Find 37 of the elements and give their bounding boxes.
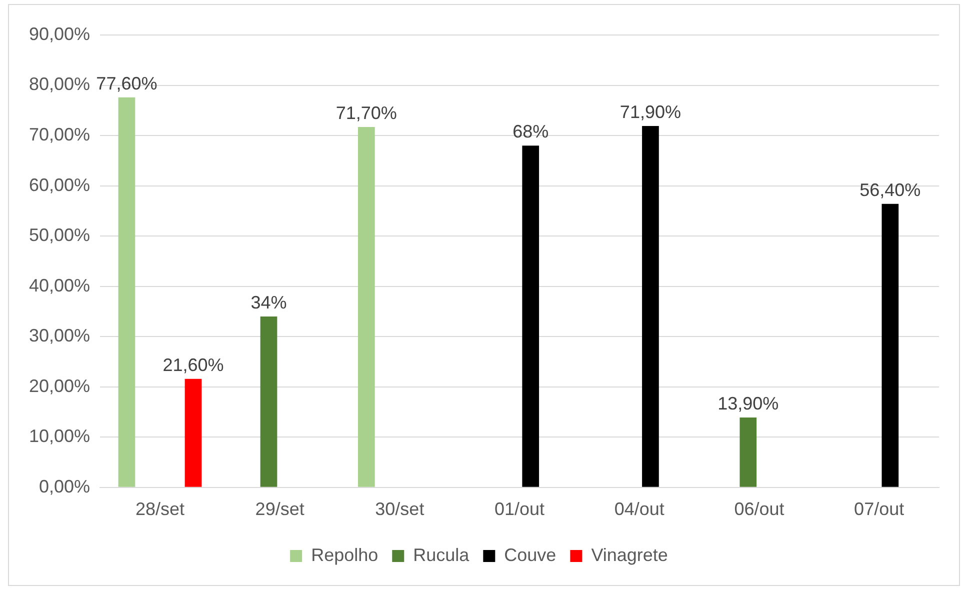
- x-tick-label: 30/set: [375, 499, 424, 520]
- legend-label: Repolho: [311, 544, 378, 565]
- bar: [642, 126, 659, 487]
- y-tick-label: 0,00%: [39, 476, 90, 496]
- y-tick-label: 10,00%: [28, 426, 90, 446]
- bar: [358, 126, 375, 487]
- y-tick-label: 60,00%: [28, 174, 90, 195]
- bar: [882, 204, 899, 487]
- x-tick-label: 06/out: [734, 499, 784, 520]
- y-tick-label: 50,00%: [28, 225, 90, 246]
- data-label: 71,70%: [336, 102, 397, 123]
- data-label: 34%: [250, 292, 287, 312]
- data-label: 13,90%: [718, 394, 779, 414]
- y-tick-label: 30,00%: [28, 326, 90, 346]
- x-tick-label: 29/set: [255, 499, 304, 520]
- y-tick-label: 80,00%: [28, 74, 90, 94]
- bar: [118, 97, 136, 487]
- x-tick-label: 07/out: [854, 499, 904, 520]
- y-tick-label: 40,00%: [28, 275, 90, 296]
- y-tick-label: 90,00%: [28, 24, 90, 44]
- x-tick-label: 04/out: [614, 499, 664, 520]
- x-tick-label: 01/out: [494, 499, 545, 520]
- y-tick-label: 70,00%: [28, 124, 90, 144]
- data-label: 21,60%: [162, 354, 224, 375]
- data-label: 68%: [512, 122, 549, 142]
- data-label: 56,40%: [860, 180, 921, 200]
- data-label: 71,90%: [620, 102, 681, 122]
- legend-label: Vinagrete: [591, 544, 668, 565]
- bar: [522, 146, 540, 487]
- x-tick-label: 28/set: [135, 499, 184, 520]
- y-tick-label: 20,00%: [28, 376, 90, 396]
- data-label: 77,60%: [96, 73, 158, 94]
- bar: [740, 418, 757, 487]
- legend-label: Rucula: [413, 544, 470, 565]
- bar: [184, 378, 202, 487]
- bar: [260, 316, 278, 487]
- legend-label: Couve: [504, 544, 556, 565]
